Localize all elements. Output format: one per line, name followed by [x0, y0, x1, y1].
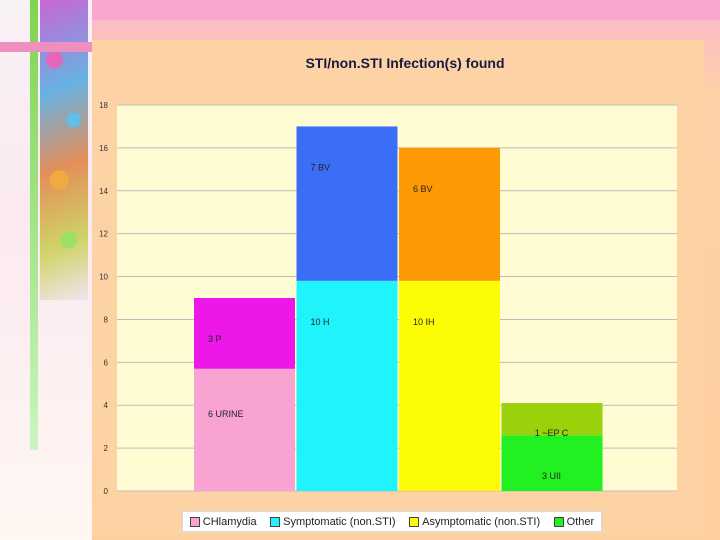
legend-entry: CHlamydia: [189, 515, 257, 528]
bar-segment: [296, 126, 398, 281]
segment-data-label: 7 BV: [311, 162, 331, 172]
decorative-pink-bar: [0, 42, 92, 52]
y-tick-label: 10: [99, 273, 108, 282]
segment-data-label: 6 BV: [413, 184, 433, 194]
y-tick-label: 14: [99, 187, 108, 196]
legend-entry: Symptomatic (non.STI): [270, 515, 396, 528]
y-tick-label: 6: [104, 358, 109, 367]
legend-entry: Asymptomatic (non.STI): [409, 516, 540, 528]
y-tick-label: 12: [99, 230, 108, 239]
bar-segment: [399, 147, 500, 281]
chart-legend: CHlamydia Symptomatic (non.STI) Asymptomat…: [182, 511, 602, 532]
bar-segment: [501, 403, 603, 436]
bar-segment: [399, 280, 500, 491]
legend-label: Asymptomatic (non.STI): [422, 515, 541, 528]
segment-data-label: 10 IH: [413, 317, 435, 327]
segment-data-label: 1 ~EP C: [535, 428, 569, 438]
decorative-green-line: [30, 0, 38, 450]
legend-swatch: [553, 516, 564, 527]
y-tick-label: 0: [104, 487, 109, 496]
bar-segment: [194, 368, 295, 491]
y-tick-label: 4: [104, 401, 109, 410]
y-tick-label: 18: [99, 101, 108, 110]
legend-label: Other: [566, 515, 595, 528]
y-tick-label: 2: [104, 444, 109, 453]
legend-swatch: [189, 516, 200, 527]
legend-label: Symptomatic (non.STI): [283, 515, 396, 528]
top-decorative-band: [0, 0, 720, 20]
segment-data-label: 3 UII: [542, 471, 561, 481]
legend-label: CHlamydia: [202, 515, 257, 528]
segment-data-label: 6 URINE: [208, 409, 244, 419]
bar-segment: [501, 435, 603, 491]
legend-entry: Other: [553, 515, 595, 528]
legend-swatch: [409, 516, 420, 527]
y-tick-label: 16: [99, 144, 108, 153]
legend-swatch: [270, 516, 281, 527]
y-tick-label: 8: [104, 315, 109, 324]
bar-segment: [296, 280, 398, 491]
chart-title: STI/non.STI Infection(s) found: [305, 55, 505, 71]
segment-data-label: 10 H: [311, 317, 330, 327]
segment-data-label: 3 P: [208, 334, 222, 344]
bar-segment: [194, 298, 295, 369]
